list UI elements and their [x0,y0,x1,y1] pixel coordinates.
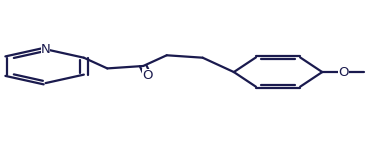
Text: O: O [338,66,349,79]
Text: O: O [142,69,153,82]
Text: N: N [41,43,50,56]
